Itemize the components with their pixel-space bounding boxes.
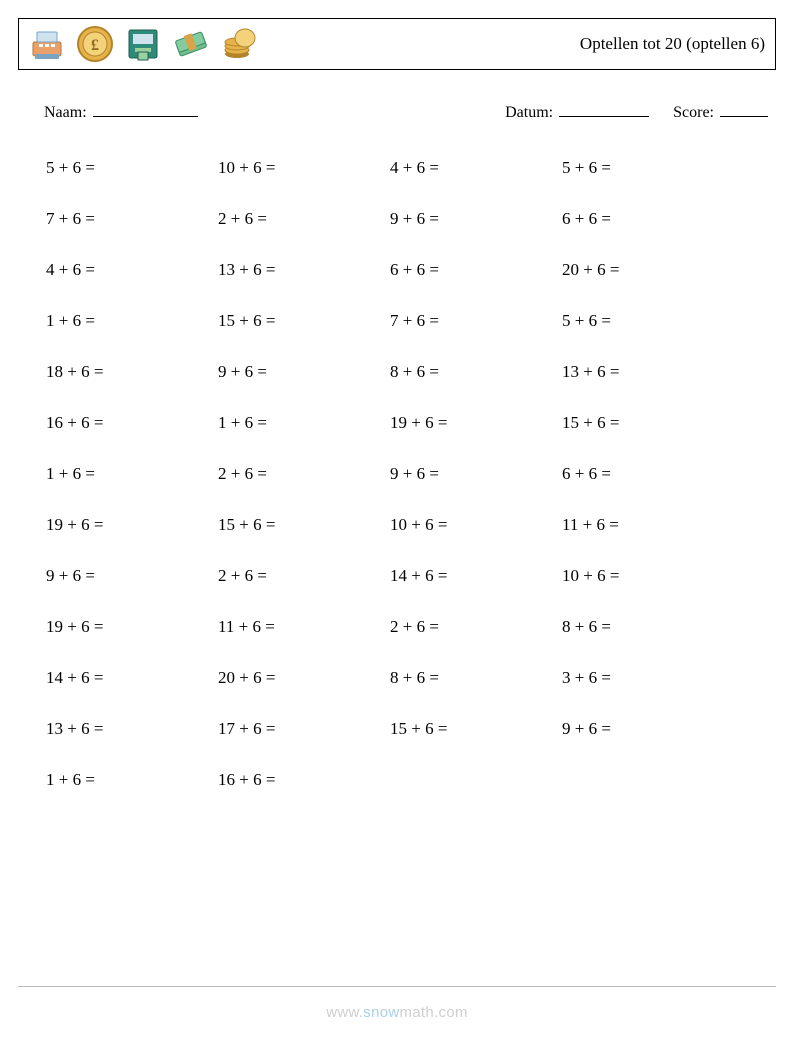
problem-cell: 4 + 6 = <box>390 158 562 178</box>
problem-cell: 2 + 6 = <box>218 464 390 484</box>
problem-cell: 20 + 6 = <box>562 260 734 280</box>
worksheet-header: £ <box>18 18 776 70</box>
problem-cell: 8 + 6 = <box>390 668 562 688</box>
pound-coin-icon: £ <box>75 24 115 64</box>
problem-cell: 17 + 6 = <box>218 719 390 739</box>
cash-stack-icon <box>171 24 211 64</box>
footer-text-2: math.com <box>400 1004 468 1021</box>
problem-cell: 10 + 6 = <box>218 158 390 178</box>
header-icon-row: £ <box>27 24 259 64</box>
problem-cell: 16 + 6 = <box>218 770 390 790</box>
problem-cell: 1 + 6 = <box>218 413 390 433</box>
score-field: Score: <box>673 100 768 122</box>
problem-cell: 11 + 6 = <box>218 617 390 637</box>
name-field: Naam: <box>44 100 198 122</box>
problem-cell: 2 + 6 = <box>218 566 390 586</box>
problem-cell: 11 + 6 = <box>562 515 734 535</box>
svg-text:£: £ <box>91 37 99 54</box>
coin-stack-icon <box>219 24 259 64</box>
problem-cell: 5 + 6 = <box>562 158 734 178</box>
problem-cell: 6 + 6 = <box>390 260 562 280</box>
problem-cell: 5 + 6 = <box>562 311 734 331</box>
problem-cell: 7 + 6 = <box>390 311 562 331</box>
problem-cell: 4 + 6 = <box>46 260 218 280</box>
problem-cell: 14 + 6 = <box>46 668 218 688</box>
worksheet-title: Optellen tot 20 (optellen 6) <box>580 34 765 54</box>
problem-cell: 15 + 6 = <box>390 719 562 739</box>
score-label: Score: <box>673 104 714 121</box>
problem-cell: 10 + 6 = <box>562 566 734 586</box>
problem-cell: 15 + 6 = <box>218 311 390 331</box>
problem-cell: 9 + 6 = <box>218 362 390 382</box>
problem-cell: 9 + 6 = <box>390 209 562 229</box>
problem-cell: 8 + 6 = <box>390 362 562 382</box>
problem-cell: 13 + 6 = <box>218 260 390 280</box>
problem-cell: 3 + 6 = <box>562 668 734 688</box>
problem-cell: 6 + 6 = <box>562 209 734 229</box>
problems-grid: 5 + 6 =10 + 6 =4 + 6 =5 + 6 =7 + 6 =2 + … <box>46 158 776 790</box>
problem-cell: 20 + 6 = <box>218 668 390 688</box>
problem-cell: 13 + 6 = <box>562 362 734 382</box>
problem-cell: 13 + 6 = <box>46 719 218 739</box>
problem-cell: 7 + 6 = <box>46 209 218 229</box>
date-field: Datum: <box>505 100 649 122</box>
footer-text-1: www. <box>326 1004 363 1021</box>
problem-cell: 19 + 6 = <box>390 413 562 433</box>
meta-row: Naam: Datum: Score: <box>44 100 768 122</box>
name-label: Naam: <box>44 104 87 121</box>
date-label: Datum: <box>505 104 553 121</box>
problem-cell: 2 + 6 = <box>218 209 390 229</box>
name-blank[interactable] <box>93 100 198 117</box>
problem-cell: 16 + 6 = <box>46 413 218 433</box>
problem-cell: 1 + 6 = <box>46 770 218 790</box>
problem-cell: 19 + 6 = <box>46 617 218 637</box>
problem-cell: 6 + 6 = <box>562 464 734 484</box>
problem-cell: 15 + 6 = <box>562 413 734 433</box>
problem-cell: 1 + 6 = <box>46 464 218 484</box>
footer-brand: www.snowmath.com <box>0 1004 794 1021</box>
problem-cell: 18 + 6 = <box>46 362 218 382</box>
problem-cell: 5 + 6 = <box>46 158 218 178</box>
problem-cell: 15 + 6 = <box>218 515 390 535</box>
problem-cell: 2 + 6 = <box>390 617 562 637</box>
problem-cell: 14 + 6 = <box>390 566 562 586</box>
date-blank[interactable] <box>559 100 649 117</box>
problem-cell: 8 + 6 = <box>562 617 734 637</box>
score-blank[interactable] <box>720 100 768 117</box>
problem-cell: 9 + 6 = <box>46 566 218 586</box>
problem-cell: 9 + 6 = <box>562 719 734 739</box>
problem-cell: 1 + 6 = <box>46 311 218 331</box>
problem-cell: 19 + 6 = <box>46 515 218 535</box>
footer-divider <box>18 986 776 987</box>
atm-machine-icon <box>123 24 163 64</box>
footer-text-accent: snow <box>363 1004 399 1021</box>
problem-cell: 9 + 6 = <box>390 464 562 484</box>
cash-register-icon <box>27 24 67 64</box>
problem-cell: 10 + 6 = <box>390 515 562 535</box>
